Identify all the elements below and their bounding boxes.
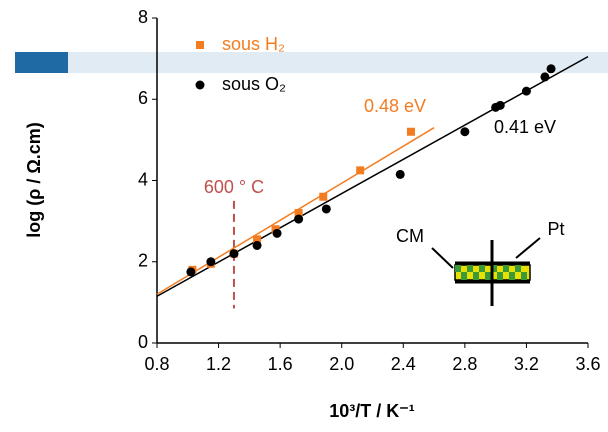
y-tick-label: 4 bbox=[138, 169, 148, 189]
fit-label: 0.48 eV bbox=[364, 96, 426, 116]
point bbox=[253, 235, 262, 244]
x-tick-label: 2.0 bbox=[329, 354, 354, 374]
point bbox=[294, 209, 303, 217]
point bbox=[294, 214, 304, 224]
y-tick-label: 6 bbox=[138, 88, 148, 108]
point bbox=[521, 86, 531, 96]
point bbox=[540, 72, 550, 82]
point bbox=[319, 192, 328, 201]
y-tick-label: 8 bbox=[138, 7, 148, 27]
point bbox=[186, 267, 196, 277]
header-band bbox=[15, 52, 608, 73]
checker bbox=[455, 265, 527, 280]
point bbox=[229, 249, 239, 259]
header-block bbox=[15, 52, 68, 73]
inset: CM Pt bbox=[396, 219, 565, 306]
y-tick-label: 0 bbox=[138, 332, 148, 352]
x-tick-label: 0.8 bbox=[144, 354, 169, 374]
fit-label: 0.41 eV bbox=[494, 117, 556, 137]
point bbox=[546, 64, 556, 74]
fit-line bbox=[156, 55, 589, 297]
legend-label: sous H₂ bbox=[222, 34, 285, 54]
x-axis-label: 10³/T / K⁻¹ bbox=[329, 401, 415, 421]
x-tick-label: 2.4 bbox=[391, 354, 416, 374]
x-tick-label: 1.6 bbox=[268, 354, 293, 374]
legend-marker bbox=[196, 41, 204, 49]
point bbox=[321, 204, 331, 214]
point bbox=[406, 127, 415, 136]
x-tick-label: 3.6 bbox=[575, 354, 600, 374]
arrow-cm bbox=[431, 247, 454, 269]
annotation-label: 600 ° C bbox=[204, 177, 264, 197]
y-axis-label: log (ρ / Ω.cm) bbox=[24, 122, 44, 238]
point bbox=[460, 127, 470, 137]
x-tick-label: 1.2 bbox=[206, 354, 231, 374]
arrow-pt bbox=[515, 237, 541, 259]
point bbox=[272, 228, 282, 238]
point bbox=[206, 257, 216, 267]
legend-label: sous O₂ bbox=[222, 74, 286, 94]
legend-marker bbox=[195, 80, 205, 90]
point bbox=[395, 169, 405, 179]
inset-label: Pt bbox=[547, 219, 564, 239]
y-tick-label: 2 bbox=[138, 251, 148, 271]
point bbox=[356, 166, 365, 175]
inset-label: CM bbox=[396, 226, 424, 246]
point bbox=[495, 100, 505, 110]
x-tick-label: 2.8 bbox=[452, 354, 477, 374]
point bbox=[252, 241, 262, 250]
x-tick-label: 3.2 bbox=[514, 354, 539, 374]
